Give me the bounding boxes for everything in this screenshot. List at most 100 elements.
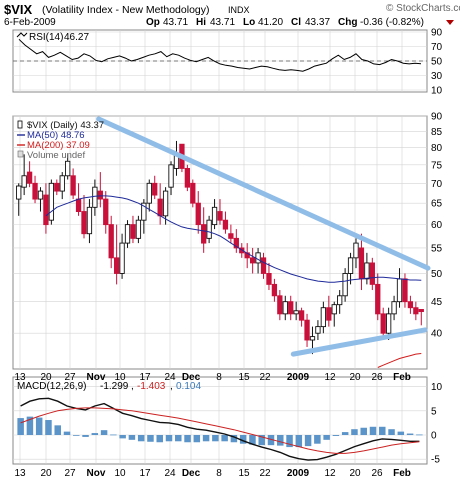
- macd-histogram-bar: [45, 420, 52, 435]
- price-tick-label: 45: [431, 297, 443, 308]
- price-tick-label: 60: [431, 220, 443, 231]
- price-tick-label: 90: [431, 112, 443, 123]
- x-tick-label: 20: [349, 372, 361, 383]
- rsi-tick-label: 10: [431, 86, 443, 97]
- macd-legend: MACD(12,26,9) -1.299 , -1.403 , 0.104: [17, 381, 201, 392]
- candle-body: [353, 242, 359, 259]
- macd-histogram-bar: [295, 435, 303, 448]
- rsi-line: [18, 38, 422, 72]
- x-tick-label: 8: [216, 468, 222, 479]
- ma200-line: [377, 353, 422, 368]
- x-tick-label: 22: [259, 372, 271, 383]
- candle-body: [391, 301, 397, 315]
- axis-layer: 13 13 20 20 27 27 Nov Nov 10 10 17 17 24 24 Dec Dec 8 8 15…: [14, 28, 442, 480]
- macd-histogram-bar: [416, 434, 423, 436]
- rsi-layer: [13, 38, 427, 72]
- candle-body: [266, 273, 272, 285]
- macd-histogram-bar: [379, 426, 386, 435]
- x-tick-label: 15: [238, 372, 250, 383]
- macd-histogram-bar: [26, 416, 34, 435]
- price-tick-label: 85: [431, 127, 443, 138]
- candle-body: [26, 171, 33, 184]
- close-value: 43.37: [305, 17, 330, 28]
- x-tick-label: 10: [114, 468, 126, 479]
- volume-legend-icon: [17, 150, 24, 158]
- candle-body: [168, 164, 174, 188]
- ma50-line: [45, 195, 422, 283]
- macd-histogram-bar: [304, 435, 312, 447]
- candle-body: [309, 336, 316, 341]
- candle-body: [364, 262, 370, 280]
- candle-body: [37, 190, 44, 200]
- x-tick-label: 27: [64, 372, 76, 383]
- macd-histogram-bar: [17, 418, 24, 435]
- x-tick-label: 8: [216, 372, 222, 383]
- macd-histogram-bar: [35, 417, 43, 435]
- candle-body: [201, 224, 207, 244]
- low-label: Lo: [243, 17, 255, 28]
- x-tick-label: 22: [259, 468, 271, 479]
- x-tick-label: Nov: [87, 468, 106, 479]
- histogram-value: 0.104: [176, 381, 201, 392]
- macd-histogram-bar: [369, 426, 377, 435]
- candle-body: [16, 185, 22, 200]
- x-tick-label: 26: [371, 372, 383, 383]
- candle-body: [320, 307, 327, 328]
- macd-label: MACD(12,26,9): [17, 381, 86, 392]
- macd-histogram-bar: [406, 433, 414, 435]
- candle-body: [32, 182, 38, 200]
- price-tick-label: 65: [431, 199, 443, 210]
- macd-histogram-bar: [397, 431, 405, 435]
- candle-body: [282, 301, 288, 315]
- candle-body: [255, 252, 261, 264]
- macd-histogram-bar: [360, 427, 367, 435]
- rsi-value: 46.27: [64, 32, 89, 43]
- macd-line: [20, 397, 420, 461]
- x-tick-label: 13: [14, 372, 26, 383]
- candle-body: [157, 198, 163, 217]
- exchange: INDX: [228, 5, 250, 15]
- rsi-label: RSI(14): [29, 32, 63, 43]
- macd-tick-label: 10: [431, 382, 443, 393]
- candle-body: [217, 211, 223, 221]
- macd-panel: [12, 376, 428, 465]
- legend-entry: $VIX (Daily) 43.37: [27, 120, 104, 131]
- candle-body: [184, 167, 191, 188]
- high-label: Hi: [196, 17, 206, 28]
- signal-line: [20, 407, 420, 454]
- price-tick-label: 40: [431, 329, 443, 340]
- x-tick-label: 20: [40, 468, 52, 479]
- candle-body: [54, 182, 60, 192]
- candle-body: [124, 224, 131, 244]
- svg-text:,: ,: [170, 381, 173, 392]
- macd-histogram-bar: [277, 435, 284, 446]
- candle-body: [43, 194, 49, 226]
- x-tick-label: 15: [238, 468, 250, 479]
- candle-legend-icon: [17, 120, 23, 129]
- macd-histogram-bar: [147, 435, 154, 442]
- candle-body: [81, 211, 87, 235]
- candle-body: [146, 182, 152, 204]
- legend-entry: Volume undef: [27, 150, 85, 161]
- macd-histogram-bar: [110, 434, 117, 436]
- macd-histogram-bar: [249, 435, 256, 445]
- candle-body: [86, 206, 93, 235]
- rsi-tick-label: 30: [431, 71, 443, 82]
- price-tick-label: 70: [431, 179, 443, 190]
- candle-body: [141, 202, 147, 221]
- macd-histogram-bar: [128, 435, 136, 440]
- candle-body: [135, 219, 142, 239]
- candle-body: [288, 301, 294, 315]
- macd-histogram-bar: [63, 431, 71, 435]
- x-tick-label: 12: [324, 372, 336, 383]
- x-tick-label: 10: [114, 372, 126, 383]
- macd-histogram-bar: [193, 435, 201, 443]
- candle-body: [119, 242, 125, 274]
- down-arrow-icon: [446, 20, 454, 25]
- candle-body: [407, 301, 414, 309]
- x-tick-label: 20: [40, 372, 52, 383]
- macd-histogram-bar: [119, 435, 126, 439]
- x-tick-label: 2009: [287, 372, 310, 383]
- macd-layer: [17, 397, 423, 461]
